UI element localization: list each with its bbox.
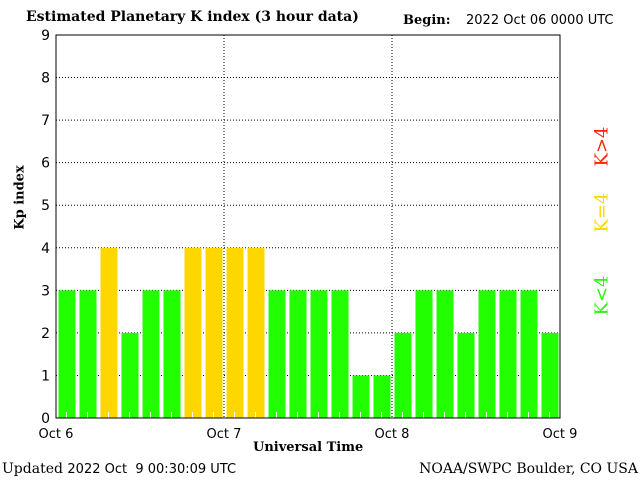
y-tick-label: 9 [41, 28, 50, 44]
x-tick-label: Oct 7 [207, 427, 242, 442]
legend-mid: K=4 [591, 192, 613, 233]
kp-bar [289, 290, 307, 418]
kp-bar [310, 290, 328, 418]
y-tick-label: 5 [41, 198, 50, 214]
x-axis-label: Universal Time [253, 440, 364, 455]
kp-bar [247, 247, 265, 418]
updated-value: 2022 Oct 9 00:30:09 UTC [67, 462, 237, 477]
kp-bar [436, 290, 454, 418]
updated-label: Updated [2, 461, 63, 477]
kp-bar [121, 332, 139, 418]
kp-bar [163, 290, 181, 418]
y-tick-label: 8 [41, 71, 50, 87]
kp-bar [226, 247, 244, 418]
kp-bar [457, 332, 475, 418]
y-tick-label: 4 [41, 241, 50, 257]
kp-bar [478, 290, 496, 418]
begin-value: 2022 Oct 06 0000 UTC [466, 13, 614, 28]
kp-bar [541, 332, 559, 418]
y-tick-label: 2 [41, 326, 50, 342]
kp-bar [100, 247, 118, 418]
y-tick-label: 0 [41, 411, 50, 427]
x-tick-label: Oct 8 [375, 427, 410, 442]
kp-bar [373, 375, 391, 418]
kp-bar [520, 290, 538, 418]
y-tick-label: 6 [41, 156, 50, 172]
kp-bar [184, 247, 202, 418]
begin-label: Begin: [403, 13, 451, 28]
kp-bar [205, 247, 223, 418]
y-tick-label: 7 [41, 113, 50, 129]
y-axis-label: Kp index [12, 165, 28, 230]
kp-bar [79, 290, 97, 418]
legend-low: K<4 [591, 275, 613, 316]
kp-bar [415, 290, 433, 418]
kp-bar [352, 375, 370, 418]
kp-bar [142, 290, 160, 418]
kp-bar [58, 290, 76, 418]
x-tick-label: Oct 9 [543, 427, 578, 442]
chart-title: Estimated Planetary K index (3 hour data… [26, 9, 359, 25]
kp-bar [499, 290, 517, 418]
y-tick-label: 3 [41, 283, 50, 299]
x-tick-label: Oct 6 [39, 427, 74, 442]
kp-bar [331, 290, 349, 418]
legend-high: K>4 [591, 126, 613, 167]
kp-bar [268, 290, 286, 418]
credit: NOAA/SWPC Boulder, CO USA [419, 461, 638, 477]
kp-bar [394, 332, 412, 418]
plot-frame [55, 34, 561, 419]
y-tick-label: 1 [41, 368, 50, 384]
